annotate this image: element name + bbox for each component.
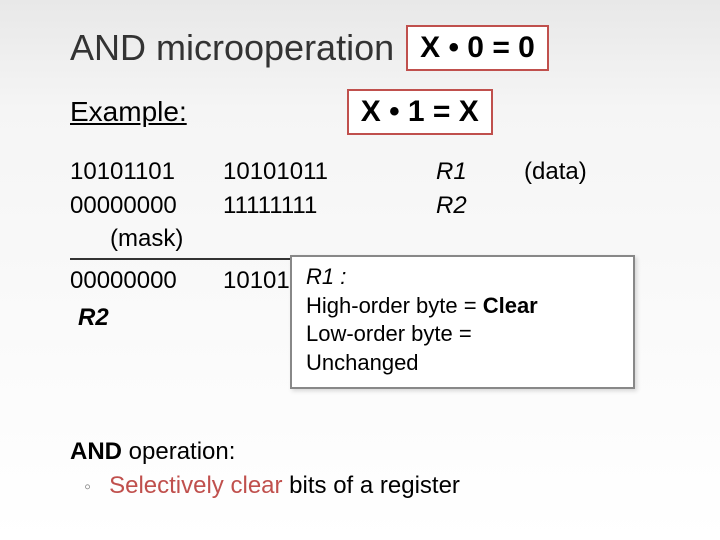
- r2-reg: R2: [436, 189, 496, 223]
- mask-label: (mask): [110, 222, 670, 256]
- r2-byte2: 11111111: [223, 189, 358, 223]
- res-byte1: 00000000: [70, 264, 205, 298]
- slide-title: AND microoperation: [70, 27, 394, 69]
- data-row-1: 10101101 10101011 R1 (data): [70, 155, 670, 189]
- rule-box-1: X • 0 = 0: [406, 25, 549, 71]
- rule-box-2: X • 1 = X: [347, 89, 493, 135]
- conc-clear: clear: [230, 472, 282, 499]
- conc-rest: bits of a register: [283, 472, 460, 499]
- note-line3: Unchanged: [306, 350, 419, 375]
- conc-and: AND: [70, 438, 122, 465]
- note-box: R1 : High-order byte = Clear Low-order b…: [290, 255, 635, 389]
- data-row-2: 00000000 11111111 R2: [70, 189, 670, 223]
- r1-byte1: 10101101: [70, 155, 205, 189]
- r1-tag: (data): [524, 155, 587, 189]
- example-label: Example:: [70, 96, 187, 128]
- note-r1: R1 :: [306, 264, 346, 289]
- conclusion-line1: AND operation:: [70, 435, 670, 469]
- title-row: AND microoperation X • 0 = 0: [70, 25, 670, 71]
- conclusion: AND operation: ◦ Selectively clear bits …: [70, 435, 670, 502]
- conc-op: operation:: [122, 438, 235, 465]
- r1-reg: R1: [436, 155, 496, 189]
- bullet-text: Selectively clear bits of a register: [109, 469, 460, 503]
- note-line2: Low-order byte =: [306, 321, 472, 346]
- conclusion-line2: ◦ Selectively clear bits of a register: [84, 469, 670, 503]
- r2-byte1: 00000000: [70, 189, 205, 223]
- example-row: Example: X • 1 = X: [70, 89, 670, 135]
- bullet-icon: ◦: [84, 473, 91, 501]
- note-line1b: Clear: [483, 293, 538, 318]
- conc-sel: Selectively: [109, 472, 230, 499]
- note-line1a: High-order byte =: [306, 293, 483, 318]
- r1-byte2: 10101011: [223, 155, 358, 189]
